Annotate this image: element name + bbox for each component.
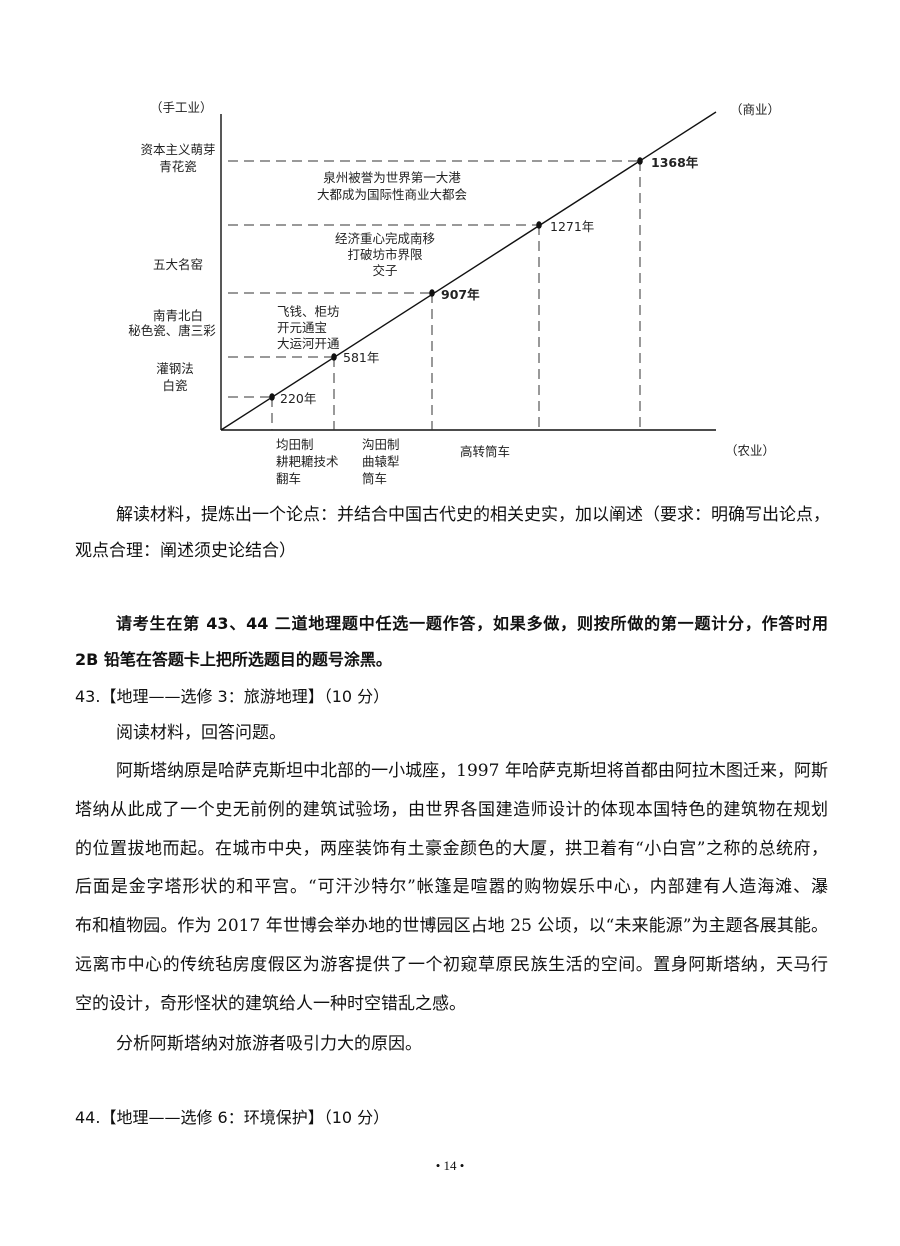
diagonal-label: （商业）: [730, 102, 780, 117]
commerce-diagonal: [220, 111, 717, 431]
passage-line: 远离市中心的传统毡房度假区为游客提供了一个初窥草原民族生活的空间。置身阿斯塔纳，…: [75, 955, 828, 975]
year-point: [637, 157, 643, 165]
selection-note: 2B 铅笔在答题卡上把所选题目的题号涂黑。: [75, 650, 392, 669]
page-number: • 14 •: [435, 1158, 465, 1173]
passage-line: 的位置拔地而起。在城市中央，两座装饰有土豪金颜色的大厦，拱卫着有“小白宫”之称的…: [75, 838, 828, 859]
year-point: [536, 221, 542, 229]
question-43-prompt: 分析阿斯塔纳对旅游者吸引力大的原因。: [116, 1034, 422, 1054]
commerce-label: 大运河开通: [277, 336, 340, 351]
handicraft-label: 青花瓷: [159, 159, 197, 174]
year-point: [331, 353, 337, 361]
handicraft-label: 资本主义萌芽: [140, 142, 215, 157]
x-axis-label: （农业）: [725, 443, 775, 458]
selection-note: 请考生在第 43、44 二道地理题中任选一题作答，如果多做，则按所做的第一题计分…: [116, 614, 828, 633]
y-axis-label: （手工业）: [150, 100, 213, 115]
handicraft-label: 南青北白: [153, 308, 203, 323]
passage-line: 布和植物园。作为 2017 年世博会举办地的世博园区占地 25 公顷，以“未来能…: [75, 916, 828, 937]
commerce-label: 开元通宝: [277, 320, 327, 335]
passage-line: 阿斯塔纳原是哈萨克斯坦中北部的一小城座，1997 年哈萨克斯坦将首都由阿拉木图迁…: [116, 761, 828, 781]
commerce-label: 交子: [372, 263, 397, 278]
commerce-label: 打破坊市界限: [347, 247, 423, 262]
agriculture-label: 沟田制: [362, 437, 400, 452]
commerce-label: 大都成为国际性商业大都会: [317, 187, 468, 202]
handicraft-label: 灌钢法: [156, 361, 194, 376]
question-44-title: 44.【地理——选修 6：环境保护】（10 分）: [75, 1108, 390, 1127]
question-43-title: 43.【地理——选修 3：旅游地理】（10 分）: [75, 687, 390, 706]
agriculture-label: 均田制: [276, 437, 314, 452]
agriculture-label: 高转筒车: [460, 444, 510, 459]
handicraft-label: 五大名窑: [153, 257, 203, 272]
year-label: 907年: [441, 287, 480, 302]
question-43-intro: 阅读材料，回答问题。: [116, 723, 286, 743]
passage-line: 塔纳从此成了一个史无前例的建筑试验场，由世界各国建造师设计的体现本国特色的建筑物…: [75, 799, 828, 820]
handicraft-label: 白瓷: [162, 378, 187, 393]
year-point: [269, 393, 275, 401]
passage-line: 空的设计，奇形怪状的建筑给人一种时空错乱之感。: [75, 993, 466, 1014]
agriculture-label: 耕耙耱技术: [276, 454, 339, 469]
commerce-label: 飞钱、柜坊: [277, 304, 340, 319]
agriculture-label: 曲辕犁: [362, 454, 400, 469]
development-diagram: （手工业） （商业） （农业） 资本主义萌芽 青花瓷 五大名窑 南青北白 秘色瓷…: [128, 100, 780, 486]
year-label: 581年: [343, 350, 379, 365]
passage-line: 后面是金字塔形状的和平宫。“可汗沙特尔”帐篷是喧嚣的购物娱乐中心，内部建有人造海…: [75, 877, 828, 898]
year-label: 220年: [280, 391, 316, 406]
commerce-label: 泉州被誉为世界第一大港: [323, 170, 461, 185]
handicraft-label: 秘色瓷、唐三彩: [128, 323, 216, 338]
commerce-label: 经济重心完成南移: [335, 231, 435, 246]
year-point: [429, 289, 435, 297]
year-label: 1368年: [651, 155, 699, 170]
question-instruction: 观点合理：阐述须史论结合）: [75, 541, 296, 561]
agriculture-label: 翻车: [276, 471, 301, 486]
question-instruction: 解读材料，提炼出一个论点：并结合中国古代史的相关史实，加以阐述（要求：明确写出论…: [116, 505, 830, 525]
year-label: 1271年: [550, 219, 594, 234]
agriculture-label: 筒车: [362, 471, 387, 486]
